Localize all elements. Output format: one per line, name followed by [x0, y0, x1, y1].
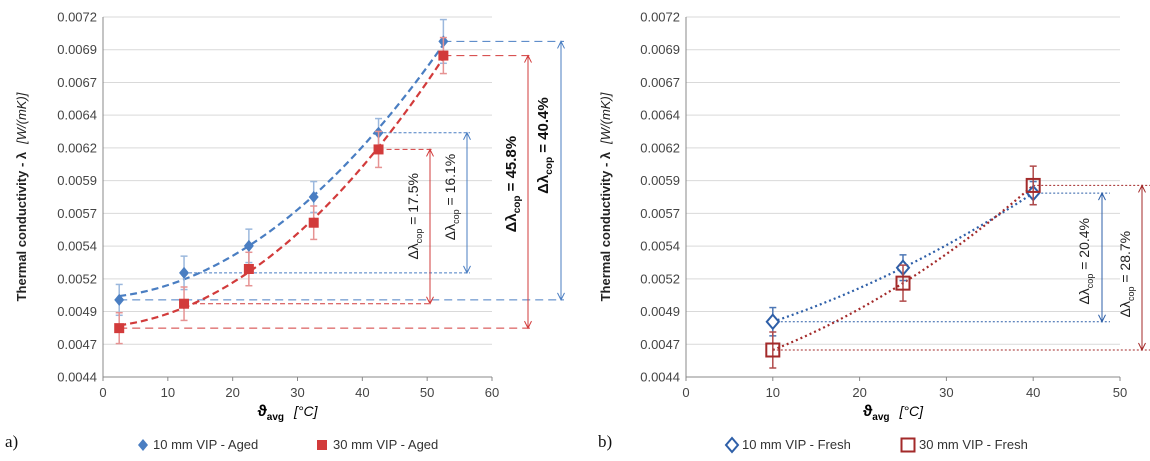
y-tick-label: 0.0057	[57, 206, 97, 221]
y-tick-label: 0.0059	[57, 173, 97, 188]
arrow-head	[426, 296, 434, 305]
arrow-head	[463, 265, 471, 274]
chart-panel-a: 0.0044 0.0047 0.0049 0.0052 0.0054 0.0057 0.00…	[5, 10, 565, 452]
x-tick-label: 0	[682, 385, 689, 400]
y-tick-label: 0.0052	[640, 271, 680, 286]
y-tick-label: 0.0052	[57, 271, 97, 286]
x-tick-label: 50	[1113, 385, 1127, 400]
arrow-head	[463, 131, 471, 140]
arrow-head	[1098, 314, 1106, 323]
x-tick-label: 20	[852, 385, 866, 400]
y-tick-label: 0.0067	[640, 75, 680, 90]
x-tick-label: 50	[420, 385, 434, 400]
data-point	[765, 342, 781, 358]
legend-label: 30 mm VIP - Aged	[333, 437, 438, 452]
y-tick-label: 0.0067	[57, 75, 97, 90]
legend-marker	[138, 439, 148, 451]
arrow-head	[524, 320, 532, 330]
y-tick-label: 0.0064	[640, 108, 680, 123]
panel-label: a)	[5, 432, 18, 451]
arrow-head	[426, 148, 434, 157]
trend-line	[119, 43, 445, 298]
delta-annotation: Δλcop = 28.7%	[1117, 231, 1136, 318]
chart-panel-b: 0.0044 0.0047 0.0049 0.0052 0.0054 0.0057 0.00…	[598, 10, 1150, 454]
data-point	[114, 323, 125, 334]
y-tick-label: 0.0047	[57, 337, 97, 352]
delta-annotation: Δλcop = 20.4%	[1076, 218, 1095, 305]
y-axis-label: Thermal conductivity - λ[W/(mK)]	[14, 92, 29, 301]
y-tick-label: 0.0064	[57, 108, 97, 123]
y-tick-label: 0.0049	[640, 304, 680, 319]
trend-line	[119, 57, 445, 327]
legend-marker	[317, 440, 327, 450]
data-point	[114, 293, 125, 306]
delta-annotation: Δλcop = 45.8%	[503, 136, 523, 233]
y-tick-label: 0.0049	[57, 304, 97, 319]
x-tick-label: 10	[766, 385, 780, 400]
y-tick-label: 0.0069	[640, 42, 680, 57]
x-tick-label: 40	[355, 385, 369, 400]
y-tick-label: 0.0072	[640, 10, 680, 25]
data-point	[243, 239, 254, 252]
x-tick-label: 10	[161, 385, 175, 400]
y-axis-label: Thermal conductivity - λ[W/(mK)]	[598, 92, 613, 301]
legend-label: 30 mm VIP - Fresh	[919, 437, 1028, 452]
legend-marker	[900, 437, 916, 453]
data-point	[373, 144, 384, 155]
arrow-head	[1098, 192, 1106, 201]
y-tick-label: 0.0044	[57, 370, 97, 385]
arrow-head	[557, 292, 565, 301]
y-tick-label: 0.0054	[640, 239, 680, 254]
data-point	[895, 275, 911, 291]
data-point	[438, 50, 449, 61]
y-tick-label: 0.0072	[57, 10, 97, 25]
delta-annotation: Δλcop = 40.4%	[535, 97, 555, 194]
x-axis-label: ϑavg [°C]	[257, 403, 318, 423]
y-tick-label: 0.0054	[57, 239, 97, 254]
arrow-head	[557, 40, 565, 49]
legend-marker	[724, 436, 740, 454]
reference-lines	[119, 40, 565, 330]
arrow-head	[1138, 184, 1146, 193]
x-tick-label: 30	[290, 385, 304, 400]
data-point	[1025, 177, 1041, 193]
y-tick-label: 0.0057	[640, 206, 680, 221]
data-point	[179, 298, 190, 309]
legend-label: 10 mm VIP - Aged	[153, 437, 258, 452]
x-tick-label: 30	[939, 385, 953, 400]
y-tick-label: 0.0047	[640, 337, 680, 352]
delta-annotation: Δλcop = 16.1%	[442, 154, 461, 241]
data-point	[765, 313, 781, 331]
arrow-head	[524, 54, 532, 63]
y-tick-label: 0.0044	[640, 370, 680, 385]
reference-lines	[772, 184, 1150, 352]
arrow-head	[1138, 342, 1146, 352]
data-point	[179, 266, 190, 279]
y-tick-label: 0.0059	[640, 173, 680, 188]
y-tick-label: 0.0062	[640, 140, 680, 155]
panel-label: b)	[598, 432, 612, 451]
delta-annotation: Δλcop = 17.5%	[405, 173, 424, 260]
data-point	[308, 191, 319, 203]
x-axis-label: ϑavg [°C]	[863, 403, 924, 423]
y-tick-label: 0.0069	[57, 42, 97, 57]
y-tick-label: 0.0062	[57, 140, 97, 155]
x-tick-label: 0	[99, 385, 106, 400]
data-point	[243, 264, 254, 274]
data-point	[308, 217, 319, 228]
x-tick-label: 40	[1026, 385, 1040, 400]
x-tick-label: 60	[485, 385, 499, 400]
x-tick-label: 20	[225, 385, 239, 400]
legend-label: 10 mm VIP - Fresh	[742, 437, 851, 452]
